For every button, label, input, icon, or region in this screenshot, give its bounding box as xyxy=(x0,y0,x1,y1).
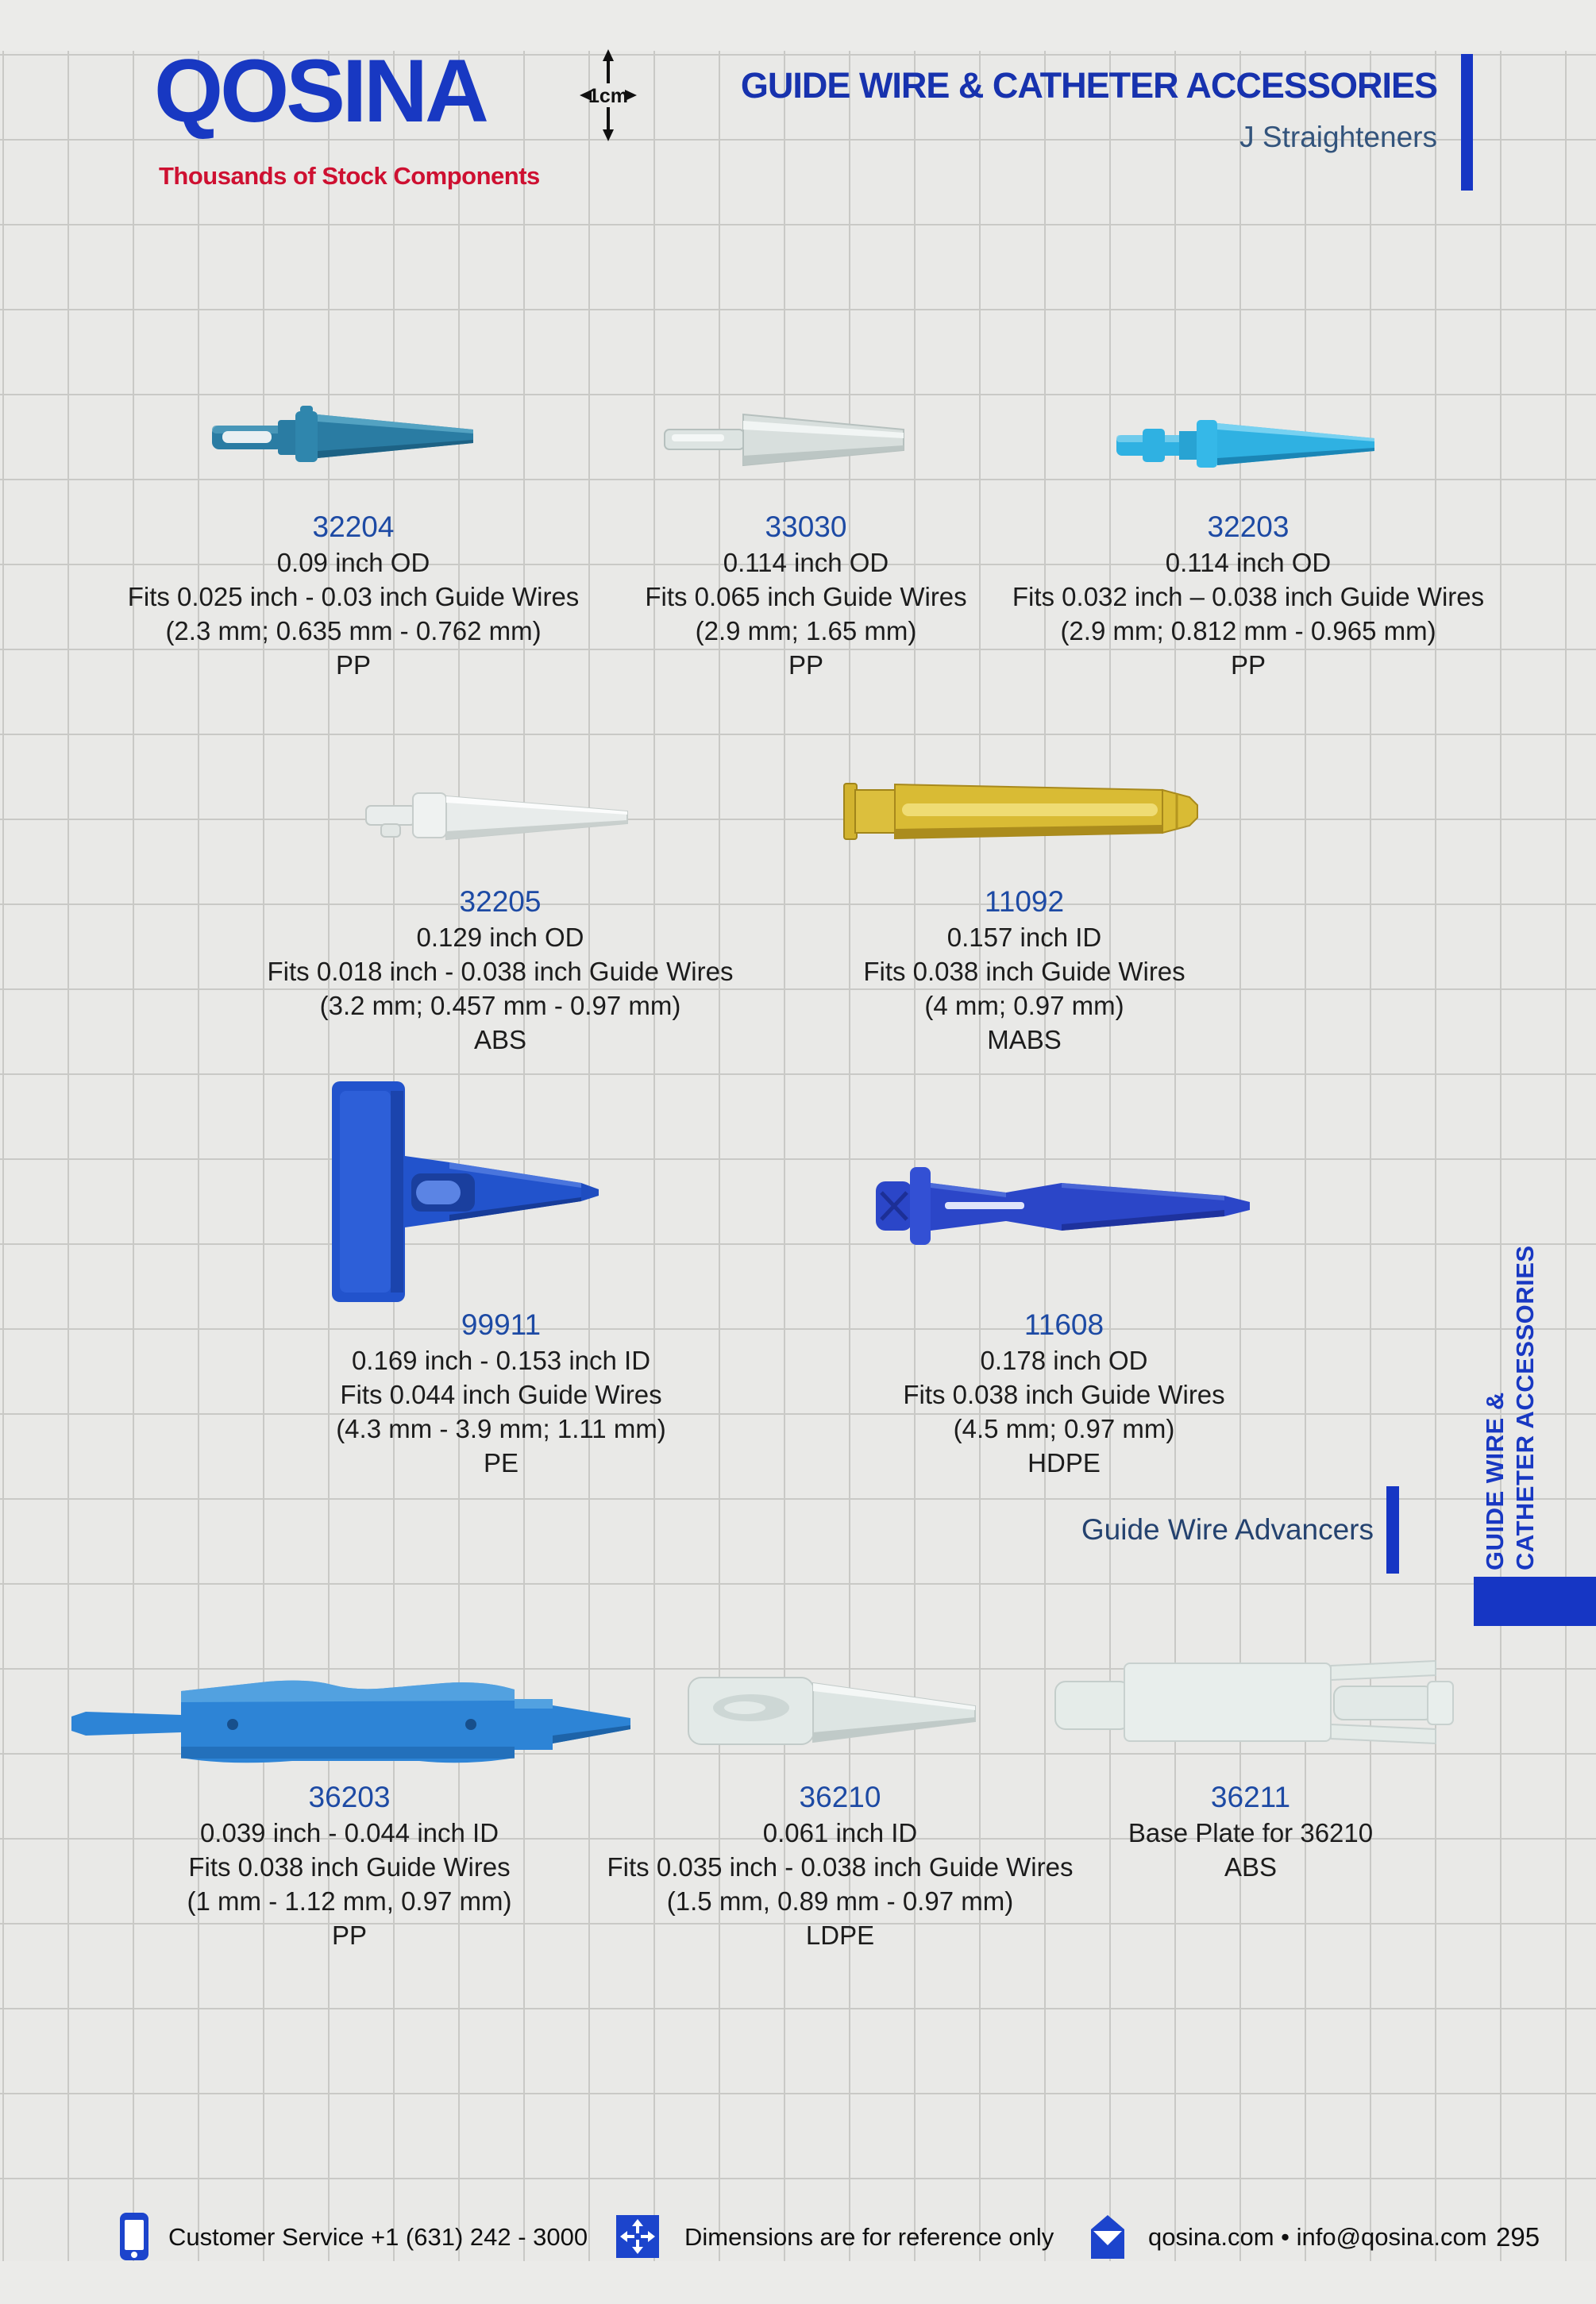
product-spec: (4.5 mm; 0.97 mm) xyxy=(953,1414,1175,1443)
product-spec: 0.061 inch ID xyxy=(762,1818,918,1847)
product-image-32205 xyxy=(365,792,628,841)
product-image-36203 xyxy=(71,1680,630,1763)
product-material: ABS xyxy=(1224,1852,1278,1882)
sidebar-line1: GUIDE WIRE & xyxy=(1481,1392,1509,1570)
product-spec: (2.9 mm; 0.812 mm - 0.965 mm) xyxy=(1060,616,1436,645)
product-spec: Fits 0.018 inch - 0.038 inch Guide Wires xyxy=(267,957,734,986)
product-spec: Fits 0.065 inch Guide Wires xyxy=(645,582,967,611)
phone-icon xyxy=(120,2213,148,2260)
product-card-32204: 32204 0.09 inch OD Fits 0.025 inch - 0.0… xyxy=(28,508,679,682)
product-material: ABS xyxy=(473,1025,527,1054)
contact-text: qosina.com • info@qosina.com xyxy=(1148,2223,1487,2251)
logo-tagline: Thousands of Stock Components xyxy=(159,162,540,190)
product-spec: 0.09 inch OD xyxy=(276,548,430,577)
sidebar-line2: CATHETER ACCESSORIES xyxy=(1511,1245,1539,1570)
product-material: PP xyxy=(788,650,824,680)
product-image-99911 xyxy=(332,1081,599,1302)
part-number: 11608 xyxy=(1024,1308,1104,1341)
product-spec: 0.157 inch ID xyxy=(946,923,1102,952)
bottom-margin xyxy=(0,2261,1596,2304)
product-spec: Fits 0.025 inch - 0.03 inch Guide Wires xyxy=(127,582,580,611)
part-number: 32203 xyxy=(1207,511,1290,543)
part-number: 32204 xyxy=(312,511,395,543)
product-spec: 0.178 inch OD xyxy=(980,1346,1148,1375)
product-material: PE xyxy=(483,1448,519,1478)
product-card-36210: 36210 0.061 inch ID Fits 0.035 inch - 0.… xyxy=(515,1778,1166,1952)
customer-service-text: Customer Service +1 (631) 242 - 3000 xyxy=(168,2223,588,2251)
product-image-11608 xyxy=(876,1167,1250,1245)
product-image-33030 xyxy=(664,413,904,467)
product-spec: Fits 0.035 inch - 0.038 inch Guide Wires xyxy=(607,1852,1074,1882)
product-spec: Fits 0.038 inch Guide Wires xyxy=(903,1380,1225,1409)
product-spec: 0.169 inch - 0.153 inch ID xyxy=(351,1346,651,1375)
product-spec: Fits 0.044 inch Guide Wires xyxy=(340,1380,662,1409)
product-spec: 0.039 inch - 0.044 inch ID xyxy=(199,1818,499,1847)
product-card-32203: 32203 0.114 inch OD Fits 0.032 inch – 0.… xyxy=(923,508,1574,682)
mail-icon xyxy=(1091,2215,1124,2259)
page-number: 295 xyxy=(1496,2222,1540,2252)
product-spec: 0.114 inch OD xyxy=(723,548,889,577)
scale-label: 1cm xyxy=(588,85,628,107)
part-number: 32205 xyxy=(459,885,542,918)
product-material: LDPE xyxy=(805,1921,875,1950)
page-title: GUIDE WIRE & CATHETER ACCESSORIES xyxy=(740,65,1438,106)
product-spec: Fits 0.038 inch Guide Wires xyxy=(863,957,1185,986)
product-material: MABS xyxy=(987,1025,1062,1054)
product-material: PP xyxy=(335,650,372,680)
section-title-advancers: Guide Wire Advancers xyxy=(1081,1513,1374,1546)
part-number: 33030 xyxy=(765,511,847,543)
scale-marker-icon: 1cm xyxy=(580,49,637,141)
part-number: 11092 xyxy=(984,885,1065,918)
product-spec: (4.3 mm - 3.9 mm; 1.11 mm) xyxy=(336,1414,666,1443)
part-number: 36203 xyxy=(308,1781,391,1813)
product-image-32203 xyxy=(1116,420,1374,468)
product-material: PP xyxy=(1230,650,1266,680)
product-card-36203: 36203 0.039 inch - 0.044 inch ID Fits 0.… xyxy=(24,1778,675,1952)
product-card-11092: 11092 0.157 inch ID Fits 0.038 inch Guid… xyxy=(699,883,1350,1057)
dimensions-icon xyxy=(616,2215,659,2258)
product-spec: (2.9 mm; 1.65 mm) xyxy=(695,616,917,645)
page-subtitle: J Straighteners xyxy=(1239,121,1437,153)
product-spec: (1.5 mm, 0.89 mm - 0.97 mm) xyxy=(666,1886,1014,1916)
product-image-36210 xyxy=(688,1677,976,1745)
part-number: 99911 xyxy=(461,1308,542,1341)
product-spec: 0.114 inch OD xyxy=(1165,548,1332,577)
product-card-32205: 32205 0.129 inch OD Fits 0.018 inch - 0.… xyxy=(175,883,826,1057)
product-card-33030: 33030 0.114 inch OD Fits 0.065 inch Guid… xyxy=(480,508,1131,682)
product-spec: 0.129 inch OD xyxy=(416,923,584,952)
product-card-99911: 99911 0.169 inch - 0.153 inch ID Fits 0.… xyxy=(175,1306,827,1480)
product-card-36211: 36211 Base Plate for 36210 ABS xyxy=(925,1778,1576,1884)
sidebar-category-label: GUIDE WIRE & CATHETER ACCESSORIES xyxy=(1480,1245,1540,1570)
header-accent-bar xyxy=(1461,54,1473,191)
product-material: HDPE xyxy=(1027,1448,1101,1478)
product-spec: Fits 0.038 inch Guide Wires xyxy=(188,1852,511,1882)
product-material: PP xyxy=(331,1921,368,1950)
product-spec: (2.3 mm; 0.635 mm - 0.762 mm) xyxy=(165,616,542,645)
dimensions-note-text: Dimensions are for reference only xyxy=(684,2223,1054,2251)
product-spec: (1 mm - 1.12 mm, 0.97 mm) xyxy=(187,1886,512,1916)
part-number: 36211 xyxy=(1210,1781,1291,1813)
qosina-logo: QOSINA xyxy=(154,41,489,141)
product-image-36211 xyxy=(1054,1659,1454,1745)
product-image-32204 xyxy=(212,406,473,462)
product-card-11608: 11608 0.178 inch OD Fits 0.038 inch Guid… xyxy=(738,1306,1390,1480)
product-spec: Fits 0.032 inch – 0.038 inch Guide Wires xyxy=(1012,582,1485,611)
product-spec: Base Plate for 36210 xyxy=(1128,1818,1374,1847)
section-accent-bar xyxy=(1386,1486,1399,1574)
product-image-11092 xyxy=(843,783,1198,840)
product-spec: (3.2 mm; 0.457 mm - 0.97 mm) xyxy=(319,991,681,1020)
sidebar-tab xyxy=(1474,1577,1596,1626)
product-spec: (4 mm; 0.97 mm) xyxy=(924,991,1124,1020)
part-number: 36210 xyxy=(799,1781,881,1813)
